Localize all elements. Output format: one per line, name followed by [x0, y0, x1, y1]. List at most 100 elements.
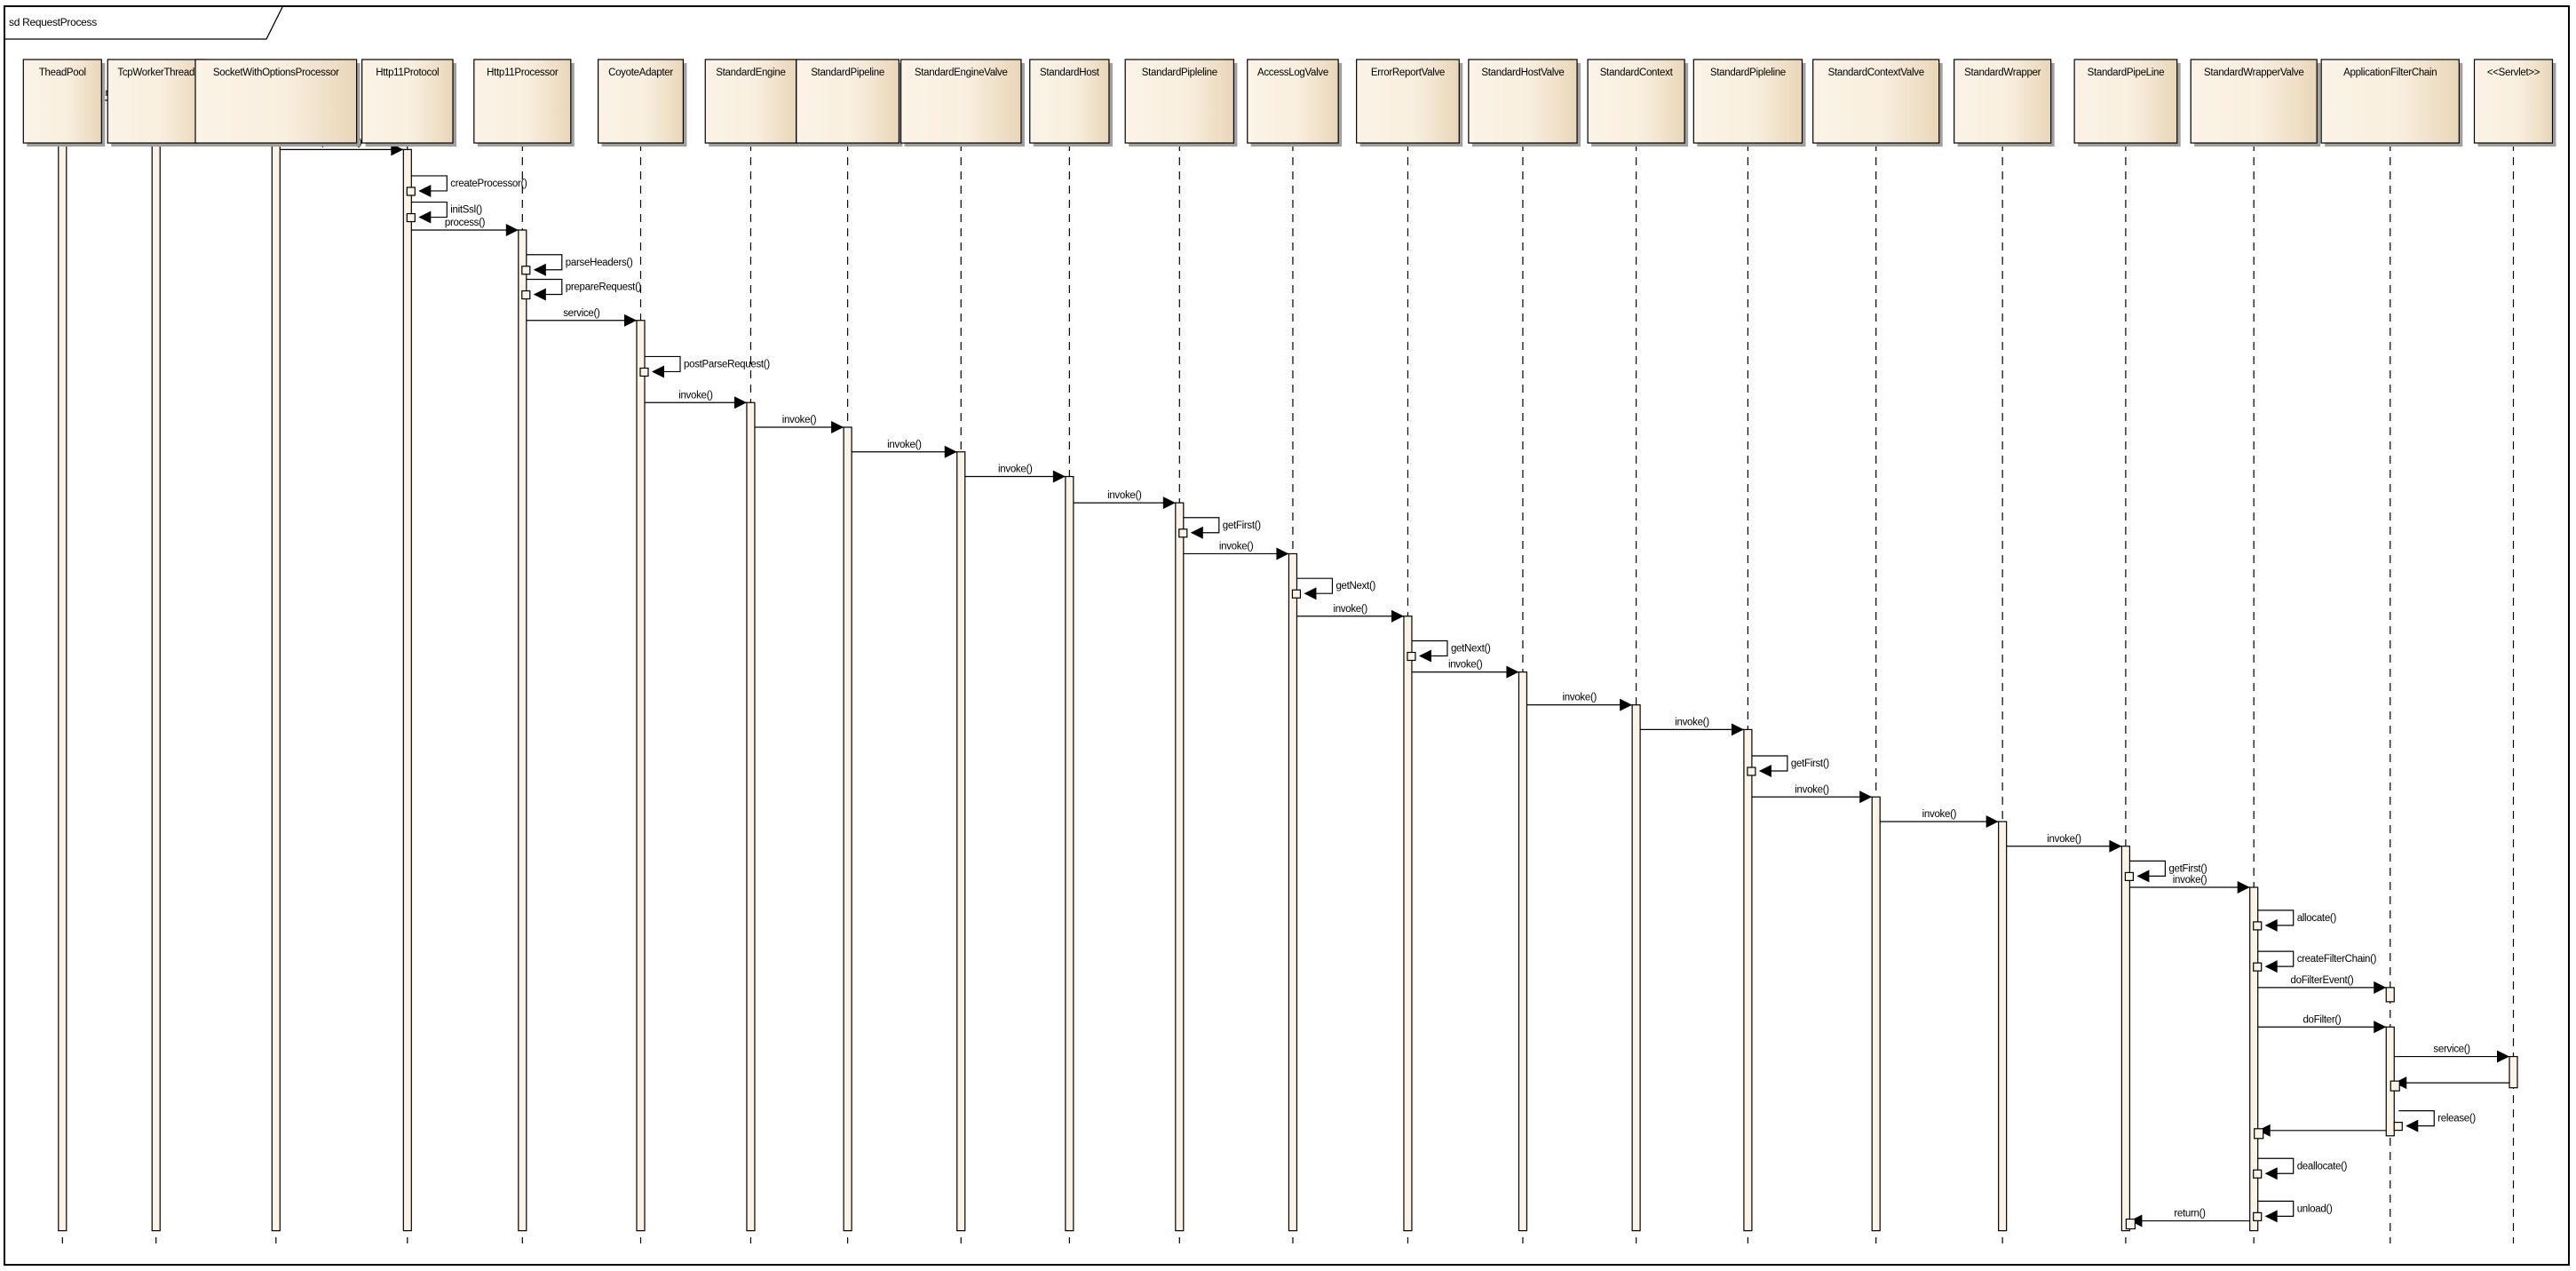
sequence-diagram-frame — [4, 5, 2570, 1266]
arrowhead-icon — [1620, 698, 1633, 711]
nested-activation — [406, 212, 416, 223]
message-label: doFilterEvent() — [2291, 975, 2354, 986]
message-label: createFilterChain() — [2297, 954, 2377, 965]
message-label: prepareRequest() — [566, 282, 642, 293]
message: allocate() — [2253, 910, 2337, 932]
box — [194, 59, 358, 144]
message: doFilter() — [2257, 1014, 2387, 1034]
participant-box: StandardContextValve — [1812, 59, 1943, 147]
arrowhead-icon — [1418, 649, 1431, 663]
message: process() — [411, 218, 519, 236]
participant-name: StandardPipleline — [1710, 68, 1786, 78]
box — [22, 59, 102, 144]
self-call-line — [1296, 577, 1334, 594]
message-label: service() — [563, 308, 600, 319]
activation-bar — [746, 401, 756, 1232]
arrowhead-icon — [1190, 526, 1203, 539]
nested-activation — [2124, 871, 2134, 882]
participant-box: StandardEngineValve — [900, 59, 1025, 147]
message: unload() — [2253, 1200, 2333, 1223]
message: invoke() — [1640, 717, 1744, 736]
message: invoke() — [852, 440, 957, 458]
nested-activation — [1407, 651, 1416, 662]
frame-title: sd RequestProcess — [9, 16, 97, 28]
activation-bar — [1871, 796, 1881, 1232]
message-label: invoke() — [1675, 717, 1709, 727]
activation-bar — [151, 99, 161, 1232]
participant-name: ApplicationFilterChain — [2343, 68, 2437, 78]
message: invoke() — [2006, 834, 2122, 853]
message-label: invoke() — [1219, 541, 1254, 552]
message-label: service() — [2433, 1045, 2470, 1055]
message-label: invoke() — [678, 390, 713, 401]
arrowhead-icon — [2497, 1050, 2509, 1063]
message: invoke() — [754, 415, 844, 433]
participant-name: StandardPipeLine — [2088, 68, 2165, 78]
participant-name: StandardEngineValve — [915, 68, 1008, 78]
message-label: release() — [2437, 1114, 2476, 1124]
box — [2073, 59, 2178, 144]
participant-box: StandardPipleline — [1692, 59, 1806, 147]
activation-bar — [636, 320, 646, 1232]
box — [107, 59, 205, 144]
participant-box: StandardPipleline — [1124, 59, 1238, 147]
message-label: getFirst() — [1223, 520, 1261, 531]
participant-name: Http11Protocol — [376, 68, 439, 78]
message: createFilterChain() — [2253, 950, 2377, 973]
self-call-line — [526, 278, 563, 296]
message-label: invoke() — [1922, 809, 1957, 820]
box — [704, 59, 797, 144]
box — [1356, 59, 1460, 144]
activation-bar — [271, 123, 281, 1232]
arrowhead-icon — [1052, 470, 1066, 483]
participant-name: StandardPipleline — [1142, 68, 1217, 78]
message: invoke() — [1751, 784, 1873, 804]
return-activation — [2390, 1080, 2400, 1092]
arrowhead-icon — [2264, 918, 2278, 932]
self-call-line — [411, 175, 448, 192]
nested-activation — [406, 187, 416, 196]
participant-name: StandardContext — [1600, 68, 1674, 78]
self-call-line — [526, 254, 563, 271]
box — [1029, 59, 1110, 144]
message-label: initSsl() — [450, 205, 482, 216]
participant-name: StandardHost — [1040, 68, 1100, 78]
participant-box: AccessLogValve — [1247, 59, 1343, 147]
participant-name: TcpWorkerThread — [117, 68, 194, 78]
participant-name: StandardPipeline — [811, 68, 884, 78]
participant-name: ErrorReportValve — [1371, 68, 1445, 78]
participant-name: StandardContextValve — [1828, 68, 1924, 78]
participant-name: StandardHostValve — [1481, 68, 1564, 78]
self-call-line — [2129, 860, 2166, 878]
message-label: parseHeaders() — [566, 258, 633, 268]
message-label: invoke() — [1107, 490, 1142, 501]
participant-box: Http11Processor — [473, 59, 575, 147]
activation-bar — [2509, 1055, 2518, 1089]
arrowhead-icon — [624, 314, 637, 327]
nested-activation — [1178, 528, 1188, 538]
activation-bar — [1288, 552, 1298, 1232]
activation-bar — [1065, 475, 1074, 1232]
message-label: getNext() — [1336, 581, 1375, 592]
message: doFilterEvent() — [2257, 975, 2387, 994]
arrowhead-icon — [2237, 881, 2250, 894]
self-call-line — [2398, 1109, 2435, 1127]
box — [1812, 59, 1940, 144]
arrowhead-icon — [418, 184, 432, 197]
box — [2190, 59, 2318, 144]
participant-name: TheadPool — [39, 68, 86, 78]
participant-name: <<Servlet>> — [2487, 68, 2540, 78]
arrowhead-icon — [418, 211, 432, 224]
message: invoke() — [1296, 604, 1404, 623]
activation-bar — [956, 451, 966, 1232]
box — [796, 59, 900, 144]
activation-bar — [518, 229, 527, 1232]
participant-name: StandardWrapper — [1964, 68, 2041, 78]
activation-bar — [58, 99, 67, 1232]
participant-box: ErrorReportValve — [1356, 59, 1463, 147]
message: invoke() — [964, 465, 1066, 483]
box — [473, 59, 572, 144]
box — [2473, 59, 2554, 144]
participant-box: StandardPipeLine — [2073, 59, 2181, 147]
arrowhead-icon — [2394, 1076, 2407, 1090]
